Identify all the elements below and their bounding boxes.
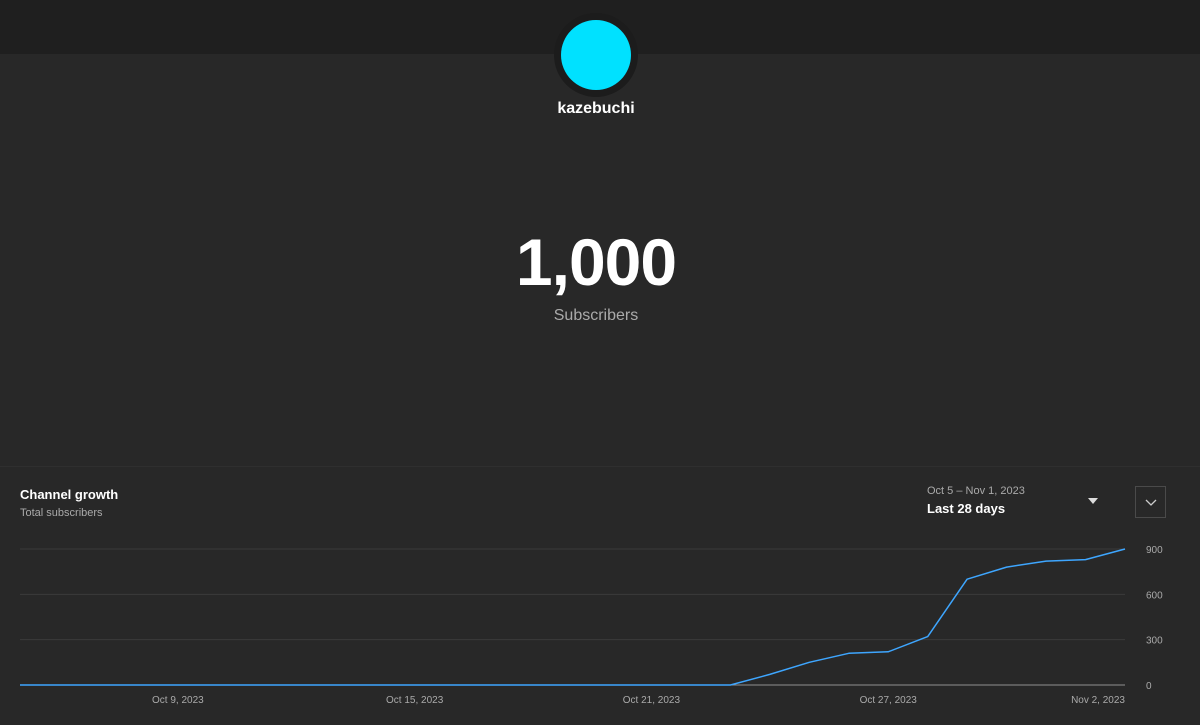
x-tick-label: Oct 27, 2023	[860, 695, 918, 706]
expand-button[interactable]	[1135, 486, 1166, 518]
panel-subtitle: Total subscribers	[20, 507, 103, 519]
x-tick-label: Oct 21, 2023	[623, 695, 681, 706]
subscriber-label: Subscribers	[553, 307, 639, 324]
subscriber-series-line	[20, 548, 1126, 686]
x-tick-label: Nov 2, 2023	[1071, 695, 1125, 706]
caret-down-icon[interactable]	[1083, 494, 1103, 510]
date-range[interactable]: Oct 5 – Nov 1, 2023	[927, 485, 1025, 497]
channel-name: kazebuchi	[557, 100, 635, 117]
x-tick-label: Oct 15, 2023	[386, 695, 444, 706]
channel-growth-panel	[0, 466, 1200, 725]
avatar	[561, 20, 631, 90]
panel-title: Channel growth	[20, 487, 119, 502]
x-tick-label: Oct 9, 2023	[152, 695, 204, 706]
y-tick-label: 0	[1146, 681, 1152, 692]
y-tick-label: 900	[1146, 545, 1163, 556]
chevron-down-icon	[1145, 499, 1157, 506]
period-label[interactable]: Last 28 days	[927, 501, 1006, 516]
y-tick-label: 300	[1146, 636, 1163, 647]
channel-growth-chart: 0 300 600 900 Oct 9, 2023 Oct 15, 2023 Oct 21,…	[20, 545, 1163, 706]
y-tick-label: 600	[1146, 590, 1163, 601]
subscriber-count: 1,000	[515, 225, 677, 299]
